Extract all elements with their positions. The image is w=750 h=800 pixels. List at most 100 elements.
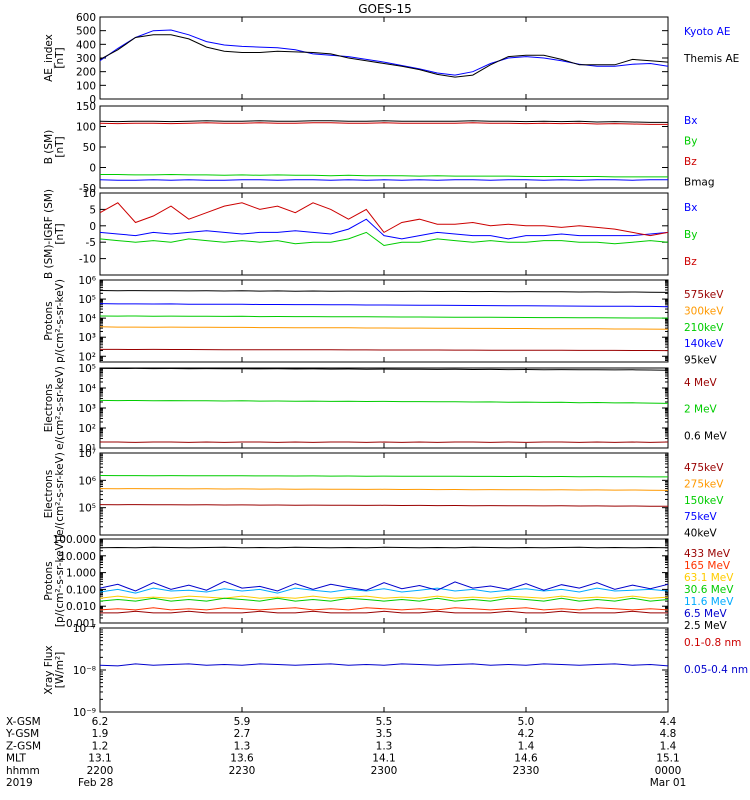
series-line-300kev [99, 326, 669, 330]
panel-5: 10¹ 10² 10³ 10⁴ 10⁵ Electrons e/(cm²-s-sr-keV)… [43, 363, 728, 455]
axis-value: 2330 [513, 765, 540, 777]
figure-title: GOES-15 [358, 2, 412, 16]
axis-value: 1.3 [376, 740, 393, 752]
y-axis-label: AE_index [43, 34, 55, 82]
axis-value: 6.2 [92, 716, 109, 728]
axis-value: 2200 [87, 765, 114, 777]
y-axis-label: [nT] [54, 136, 66, 157]
y-axis-label: Protons [43, 301, 55, 340]
y-axis-label: p/(cm²-s-sr-keV) [54, 279, 66, 363]
series-line-kyoto-ae [99, 29, 669, 76]
series-line-by [100, 173, 668, 178]
y-tick-label: 100 [76, 80, 96, 92]
axis-value: 0000 [655, 765, 682, 777]
y-axis-label: e/(cm²-s-sr-keV) [54, 366, 66, 450]
y-tick-label: 500 [76, 26, 96, 38]
y-tick-label: 10¹ [78, 443, 96, 455]
legend-entry: 75keV [684, 511, 718, 523]
y-tick-label: 10³ [78, 403, 96, 415]
y-tick-label: -10 [79, 254, 96, 266]
legend-entry: 140keV [684, 338, 724, 350]
y-tick-label: -5 [86, 237, 96, 249]
axis-row-label: MLT [6, 753, 26, 765]
y-axis-label: Electrons [43, 470, 55, 519]
y-tick-label: 400 [76, 39, 96, 51]
legend-entry: 6.5 MeV [684, 608, 728, 620]
axis-value: 3.5 [376, 728, 393, 740]
y-axis-label: Electrons [43, 384, 55, 433]
axis-value: 1.3 [234, 740, 251, 752]
y-axis-label: Protons [43, 561, 55, 600]
legend-entry: 2.5 MeV [684, 620, 728, 632]
y-tick-label: 100 [76, 122, 96, 134]
legend-entry: By [684, 136, 697, 148]
y-axis-label: [p/(cm²-s-sr-keV)] [54, 535, 66, 627]
axis-value: 1.9 [92, 728, 109, 740]
y-axis-label: [W/m²] [54, 652, 66, 689]
axis-value: 13.1 [88, 753, 111, 765]
y-tick-label: 0.100 [66, 584, 96, 596]
legend-entry: 11.6 MeV [684, 596, 734, 608]
legend-entry: 2 MeV [684, 404, 718, 416]
series-line-bx [99, 218, 669, 240]
legend-entry: By [684, 229, 697, 241]
axis-value: 5.9 [234, 716, 251, 728]
legend-entry: 40keV [684, 528, 718, 540]
y-axis-label: e/(cm²-s-sr-keV) [54, 452, 66, 536]
axis-value: 14.1 [372, 753, 395, 765]
y-tick-label: 10² [78, 423, 96, 435]
panel-6: 10⁵ 10⁶ 10⁷ Electrons e/(cm²-s-sr-keV) 475keV… [43, 448, 724, 540]
legend-entry: 0.6 MeV [684, 430, 728, 442]
y-tick-label: 10⁶ [78, 475, 96, 487]
y-axis-label: B (SM) [43, 130, 55, 164]
axis-value: 1.4 [660, 740, 677, 752]
y-tick-label: 10⁻⁹ [73, 707, 96, 719]
series-line-140kev [99, 303, 669, 308]
series-line-by [99, 231, 669, 247]
legend-entry: 150keV [684, 495, 724, 507]
series-line-2-mev [99, 399, 669, 404]
y-axis-label: [nT] [54, 223, 66, 244]
series-line-bz [99, 122, 668, 125]
series-line-475kev [99, 504, 669, 507]
y-tick-label: 150 [76, 101, 96, 113]
axis-value: 15.1 [656, 753, 679, 765]
axis-row-label: X-GSM [6, 716, 41, 728]
axis-row-label: Y-GSM [5, 728, 39, 740]
axis-value: 5.5 [376, 716, 393, 728]
legend-entry: 95keV [684, 355, 718, 367]
y-tick-label: 10⁵ [78, 503, 96, 515]
legend-entry: 165 MeV [684, 560, 731, 572]
time-axis-table: X-GSMY-GSMZ-GSMMLThhmm20196.21.91.213.12… [5, 716, 686, 789]
y-tick-label: 5 [89, 204, 96, 216]
y-axis-label: Xray Flux [43, 645, 55, 694]
panel-frame [99, 16, 669, 100]
y-tick-label: 10.000 [59, 551, 96, 563]
series-line-210kev [99, 315, 669, 319]
legend-entry: 0.1-0.8 nm [684, 637, 741, 649]
axis-row-label: Z-GSM [6, 740, 41, 752]
panel-7: 0.001 0.010 0.100 1.000 10.000 100.000 Protons… [43, 534, 734, 632]
y-tick-label: 100.000 [53, 534, 96, 546]
y-tick-label: 10³ [78, 332, 96, 344]
series-line-165-mev [99, 607, 669, 611]
series-line-11-6-mev [99, 587, 669, 594]
series-line-63-1-mev [99, 595, 669, 599]
axis-value: 2230 [229, 765, 256, 777]
y-tick-label: 0 [89, 94, 96, 106]
legend-entry: Bx [684, 115, 697, 127]
panel-3: -10 -5 0 5 10 B (SM)-IGRF (SM) [nT] Bx By Bz [43, 188, 697, 279]
y-tick-label: 0.010 [66, 601, 96, 613]
y-tick-label: 10⁶ [78, 275, 96, 287]
y-tick-label: 0 [89, 163, 96, 175]
y-tick-label: 10 [83, 188, 96, 200]
axis-value: Mar 01 [650, 777, 687, 789]
series-line-6-5-mev [99, 580, 669, 592]
axis-value: 4.8 [660, 728, 677, 740]
axis-value: 1.4 [518, 740, 535, 752]
legend-entry: Bz [684, 156, 697, 168]
series-line-0-05-0-4-nm [99, 663, 669, 667]
